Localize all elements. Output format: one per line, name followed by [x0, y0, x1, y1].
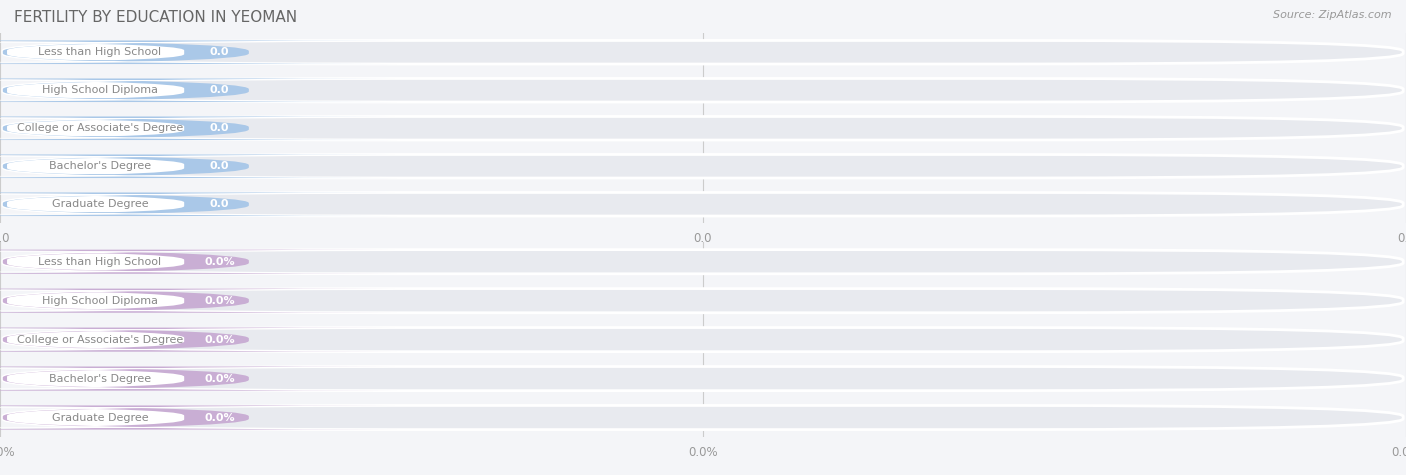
FancyBboxPatch shape [3, 250, 1403, 274]
Text: 0.0%: 0.0% [204, 373, 235, 384]
Text: 0.0%: 0.0% [204, 334, 235, 345]
FancyBboxPatch shape [0, 42, 316, 63]
FancyBboxPatch shape [0, 251, 316, 272]
Text: Less than High School: Less than High School [38, 47, 162, 57]
FancyBboxPatch shape [0, 368, 316, 389]
FancyBboxPatch shape [0, 406, 396, 429]
FancyBboxPatch shape [3, 367, 1403, 390]
Text: College or Associate's Degree: College or Associate's Degree [17, 334, 183, 345]
FancyBboxPatch shape [0, 118, 316, 139]
FancyBboxPatch shape [0, 407, 316, 428]
Text: 0.0: 0.0 [0, 232, 10, 245]
Text: Graduate Degree: Graduate Degree [52, 199, 148, 209]
FancyBboxPatch shape [0, 289, 396, 313]
FancyBboxPatch shape [3, 289, 1403, 313]
Text: 0.0: 0.0 [693, 232, 713, 245]
FancyBboxPatch shape [3, 406, 1403, 429]
Text: Graduate Degree: Graduate Degree [52, 412, 148, 423]
Text: Bachelor's Degree: Bachelor's Degree [49, 161, 150, 171]
FancyBboxPatch shape [0, 40, 396, 64]
Text: 0.0: 0.0 [209, 161, 229, 171]
FancyBboxPatch shape [0, 328, 396, 352]
FancyBboxPatch shape [0, 80, 316, 101]
Text: Source: ZipAtlas.com: Source: ZipAtlas.com [1274, 10, 1392, 19]
Text: 0.0%: 0.0% [204, 256, 235, 267]
FancyBboxPatch shape [0, 156, 316, 177]
Text: 0.0: 0.0 [209, 47, 229, 57]
FancyBboxPatch shape [3, 40, 1403, 64]
Text: 0.0%: 0.0% [204, 412, 235, 423]
FancyBboxPatch shape [3, 154, 1403, 178]
Text: FERTILITY BY EDUCATION IN YEOMAN: FERTILITY BY EDUCATION IN YEOMAN [14, 10, 297, 25]
Text: High School Diploma: High School Diploma [42, 295, 157, 306]
FancyBboxPatch shape [3, 328, 1403, 352]
FancyBboxPatch shape [0, 116, 396, 140]
FancyBboxPatch shape [0, 290, 316, 311]
FancyBboxPatch shape [0, 194, 316, 215]
Text: 0.0%: 0.0% [1391, 446, 1406, 458]
FancyBboxPatch shape [3, 78, 1403, 102]
Text: 0.0: 0.0 [209, 199, 229, 209]
Text: College or Associate's Degree: College or Associate's Degree [17, 123, 183, 133]
Text: 0.0: 0.0 [209, 123, 229, 133]
Text: 0.0: 0.0 [1396, 232, 1406, 245]
FancyBboxPatch shape [0, 367, 396, 390]
Text: Less than High School: Less than High School [38, 256, 162, 267]
Text: 0.0%: 0.0% [0, 446, 15, 458]
FancyBboxPatch shape [0, 250, 396, 274]
Text: 0.0%: 0.0% [688, 446, 718, 458]
FancyBboxPatch shape [3, 116, 1403, 140]
FancyBboxPatch shape [0, 154, 396, 178]
Text: 0.0%: 0.0% [204, 295, 235, 306]
Text: Bachelor's Degree: Bachelor's Degree [49, 373, 150, 384]
FancyBboxPatch shape [0, 329, 316, 350]
Text: High School Diploma: High School Diploma [42, 85, 157, 95]
FancyBboxPatch shape [3, 192, 1403, 216]
FancyBboxPatch shape [0, 192, 396, 216]
FancyBboxPatch shape [0, 78, 396, 102]
Text: 0.0: 0.0 [209, 85, 229, 95]
